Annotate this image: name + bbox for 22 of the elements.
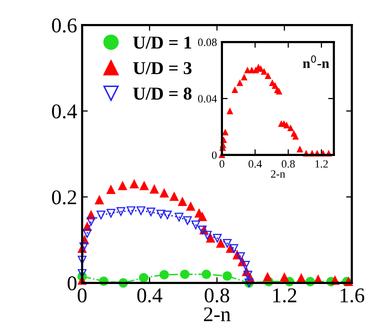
x-tick-label: 0: [220, 160, 224, 168]
legend-label: U/D = 8: [133, 88, 192, 100]
x-axis-title: 2-n: [270, 170, 286, 178]
legend-label: U/D = 3: [133, 62, 192, 74]
x-tick-label: 0.8: [282, 160, 295, 168]
y-tick-label: 0.08: [198, 38, 217, 46]
y-tick-label: 0.2: [52, 190, 76, 204]
annotation: n$^{0}$-n: [302, 55, 330, 68]
legend-label: U/D = 1: [133, 36, 192, 49]
x-tick-label: 1.2: [273, 288, 296, 303]
y-tick-label: 0: [68, 276, 76, 290]
y-tick-label: 0.04: [198, 94, 217, 103]
x-tick-label: 0.4: [137, 288, 162, 303]
y-tick-label: 0.4: [52, 104, 77, 119]
x-tick-label: 0: [78, 288, 87, 302]
y-tick-label: 0: [212, 151, 217, 159]
x-tick-label: 1.6: [340, 288, 364, 303]
x-tick-label: 1.2: [315, 160, 328, 168]
x-tick-label: 0.4: [248, 160, 262, 168]
x-axis-title: 2-n: [204, 307, 231, 322]
y-tick-label: 0.6: [52, 18, 77, 33]
x-tick-label: 0.8: [204, 288, 230, 303]
